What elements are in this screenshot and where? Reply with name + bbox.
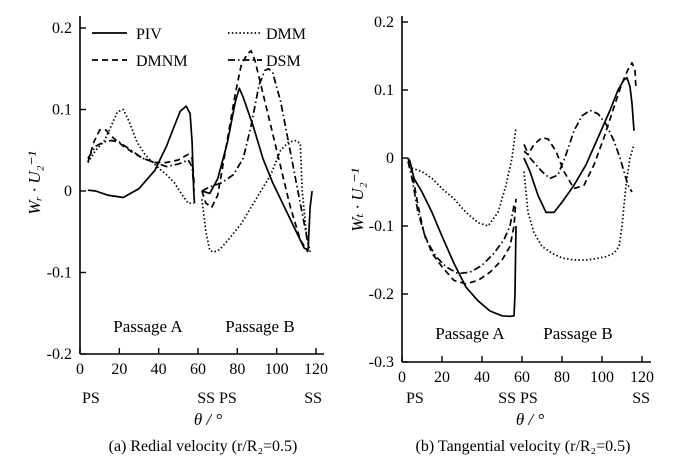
panel-b-ps-label: PS — [406, 390, 424, 407]
panel-a-y-ticks: -0.2 -0.1 0 0.1 0.2 — [47, 20, 86, 363]
legend-label-dmnm: DMNM — [136, 53, 188, 70]
panel-a-caption: (a) Redial velocity (r/R₂=0.5) — [109, 438, 298, 455]
panel-a-x-tick-label: 80 — [229, 361, 245, 378]
panel-a-series — [87, 49, 313, 253]
panel-a-y-axis-label: Wᵣ · U₂⁻¹ — [25, 151, 44, 214]
panel-a-ss-ps-label: SS PS — [197, 390, 237, 407]
panel-b-x-tick-label: 20 — [434, 369, 450, 386]
panel-b-x-tick-label: 0 — [398, 369, 406, 386]
panel-b-series — [407, 61, 637, 318]
panel-b-passage-b-label: Passage B — [543, 324, 612, 343]
panel-a-x-tick-label: 100 — [265, 361, 289, 378]
panel-a-passage-b-label: Passage B — [225, 317, 294, 336]
panel-a-ps-label: PS — [82, 390, 100, 407]
legend-item-dsm: DSM — [228, 53, 301, 70]
panel-b-x-ticks: 0 20 40 60 80 100 120 — [398, 356, 654, 386]
panel-b-x-tick-label: 120 — [630, 369, 654, 386]
panel-a-series-piv-segment-1 — [87, 105, 196, 204]
panel-b-series-piv-segment-2 — [523, 76, 635, 214]
panel-a-x-tick-label: 20 — [111, 361, 127, 378]
legend-item-piv: PIV — [92, 26, 162, 43]
panel-a-series-dmnm-segment-2 — [201, 49, 309, 253]
panel-b-caption: (b) Tangential velocity (r/R₂=0.5) — [416, 438, 631, 455]
panel-a-series-dmm-segment-2 — [201, 139, 311, 253]
legend-item-dmm: DMM — [228, 26, 306, 43]
panel-b-y-tick-label: 0 — [386, 150, 394, 167]
panel-b-axes — [401, 16, 651, 363]
panel-a-x-tick-label: 60 — [190, 361, 206, 378]
panel-a-x-tick-label: 120 — [304, 361, 328, 378]
panel-b-x-axis-label: θ / ° — [516, 410, 545, 429]
panel-b-series-dsm-segment-1 — [407, 161, 515, 275]
legend-label-dmm: DMM — [266, 26, 306, 43]
panel-b-x-tick-label: 40 — [474, 369, 490, 386]
panel-a-y-tick-label: -0.1 — [47, 265, 72, 282]
panel-b-series-dmnm-segment-2 — [523, 61, 637, 190]
panel-b-y-ticks: -0.3 -0.2 -0.1 0 0.1 0.2 — [369, 14, 408, 371]
panel-a-ss-label: SS — [304, 390, 322, 407]
panel-b-series-dmnm-segment-1 — [407, 157, 517, 285]
panel-a-series-piv-segment-2 — [201, 87, 313, 251]
panel-b-x-tick-label: 80 — [554, 369, 570, 386]
panel-b-y-axis-label: Wₜ · U₂⁻¹ — [348, 168, 367, 231]
legend-label-dsm: DSM — [266, 53, 301, 70]
panel-b-series-dsm-segment-2 — [523, 109, 633, 193]
panel-b-ss-label: SS — [632, 390, 650, 407]
panel-a-x-tick-label: 40 — [151, 361, 167, 378]
panel-a-series-dsm-segment-1 — [87, 139, 195, 192]
legend-item-dmnm: DMNM — [92, 53, 188, 70]
panel-a-redial-velocity: -0.2 -0.1 0 0.1 0.2 0 20 40 60 80 100 120 Wᵣ · U₂⁻… — [25, 16, 328, 455]
panel-b-y-tick-label: -0.2 — [369, 286, 394, 303]
panel-b-y-tick-label: -0.3 — [369, 354, 394, 371]
panel-b-y-tick-label: -0.1 — [369, 218, 394, 235]
panel-a-x-axis-label: θ / ° — [194, 410, 223, 429]
panel-b-passage-a-label: Passage A — [435, 324, 505, 343]
panel-b-x-tick-label: 60 — [514, 369, 530, 386]
legend: PIV DMM DMNM DSM — [92, 26, 306, 70]
panel-a-series-dmm-segment-1 — [87, 108, 195, 205]
panel-a-y-tick-label: 0.2 — [52, 20, 72, 37]
panel-a-series-dsm-segment-2 — [201, 67, 309, 245]
panel-a-y-tick-label: 0.1 — [52, 102, 72, 119]
panel-b-x-tick-label: 100 — [590, 369, 614, 386]
panel-b-y-tick-label: 0.2 — [374, 14, 394, 31]
panel-a-axes — [79, 16, 324, 355]
panel-a-passage-a-label: Passage A — [113, 317, 183, 336]
panel-a-x-ticks: 0 20 40 60 80 100 120 — [76, 348, 328, 378]
panel-a-y-tick-label: 0 — [64, 183, 72, 200]
panel-a-y-tick-label: -0.2 — [47, 346, 72, 363]
panel-a-series-dmnm-segment-1 — [87, 129, 195, 183]
panel-b-series-dmm-segment-1 — [407, 127, 517, 227]
panel-a-x-tick-label: 0 — [76, 361, 84, 378]
panel-b-ss-ps-label: SS PS — [498, 390, 538, 407]
panel-b-series-piv-segment-1 — [407, 157, 517, 318]
legend-label-piv: PIV — [136, 26, 162, 43]
panel-b-y-tick-label: 0.1 — [374, 82, 394, 99]
panel-b-series-dmm-segment-2 — [523, 144, 635, 261]
panel-b-tangential-velocity: -0.3 -0.2 -0.1 0 0.1 0.2 0 20 40 60 80 100 120 Wₜ ·… — [348, 14, 654, 455]
